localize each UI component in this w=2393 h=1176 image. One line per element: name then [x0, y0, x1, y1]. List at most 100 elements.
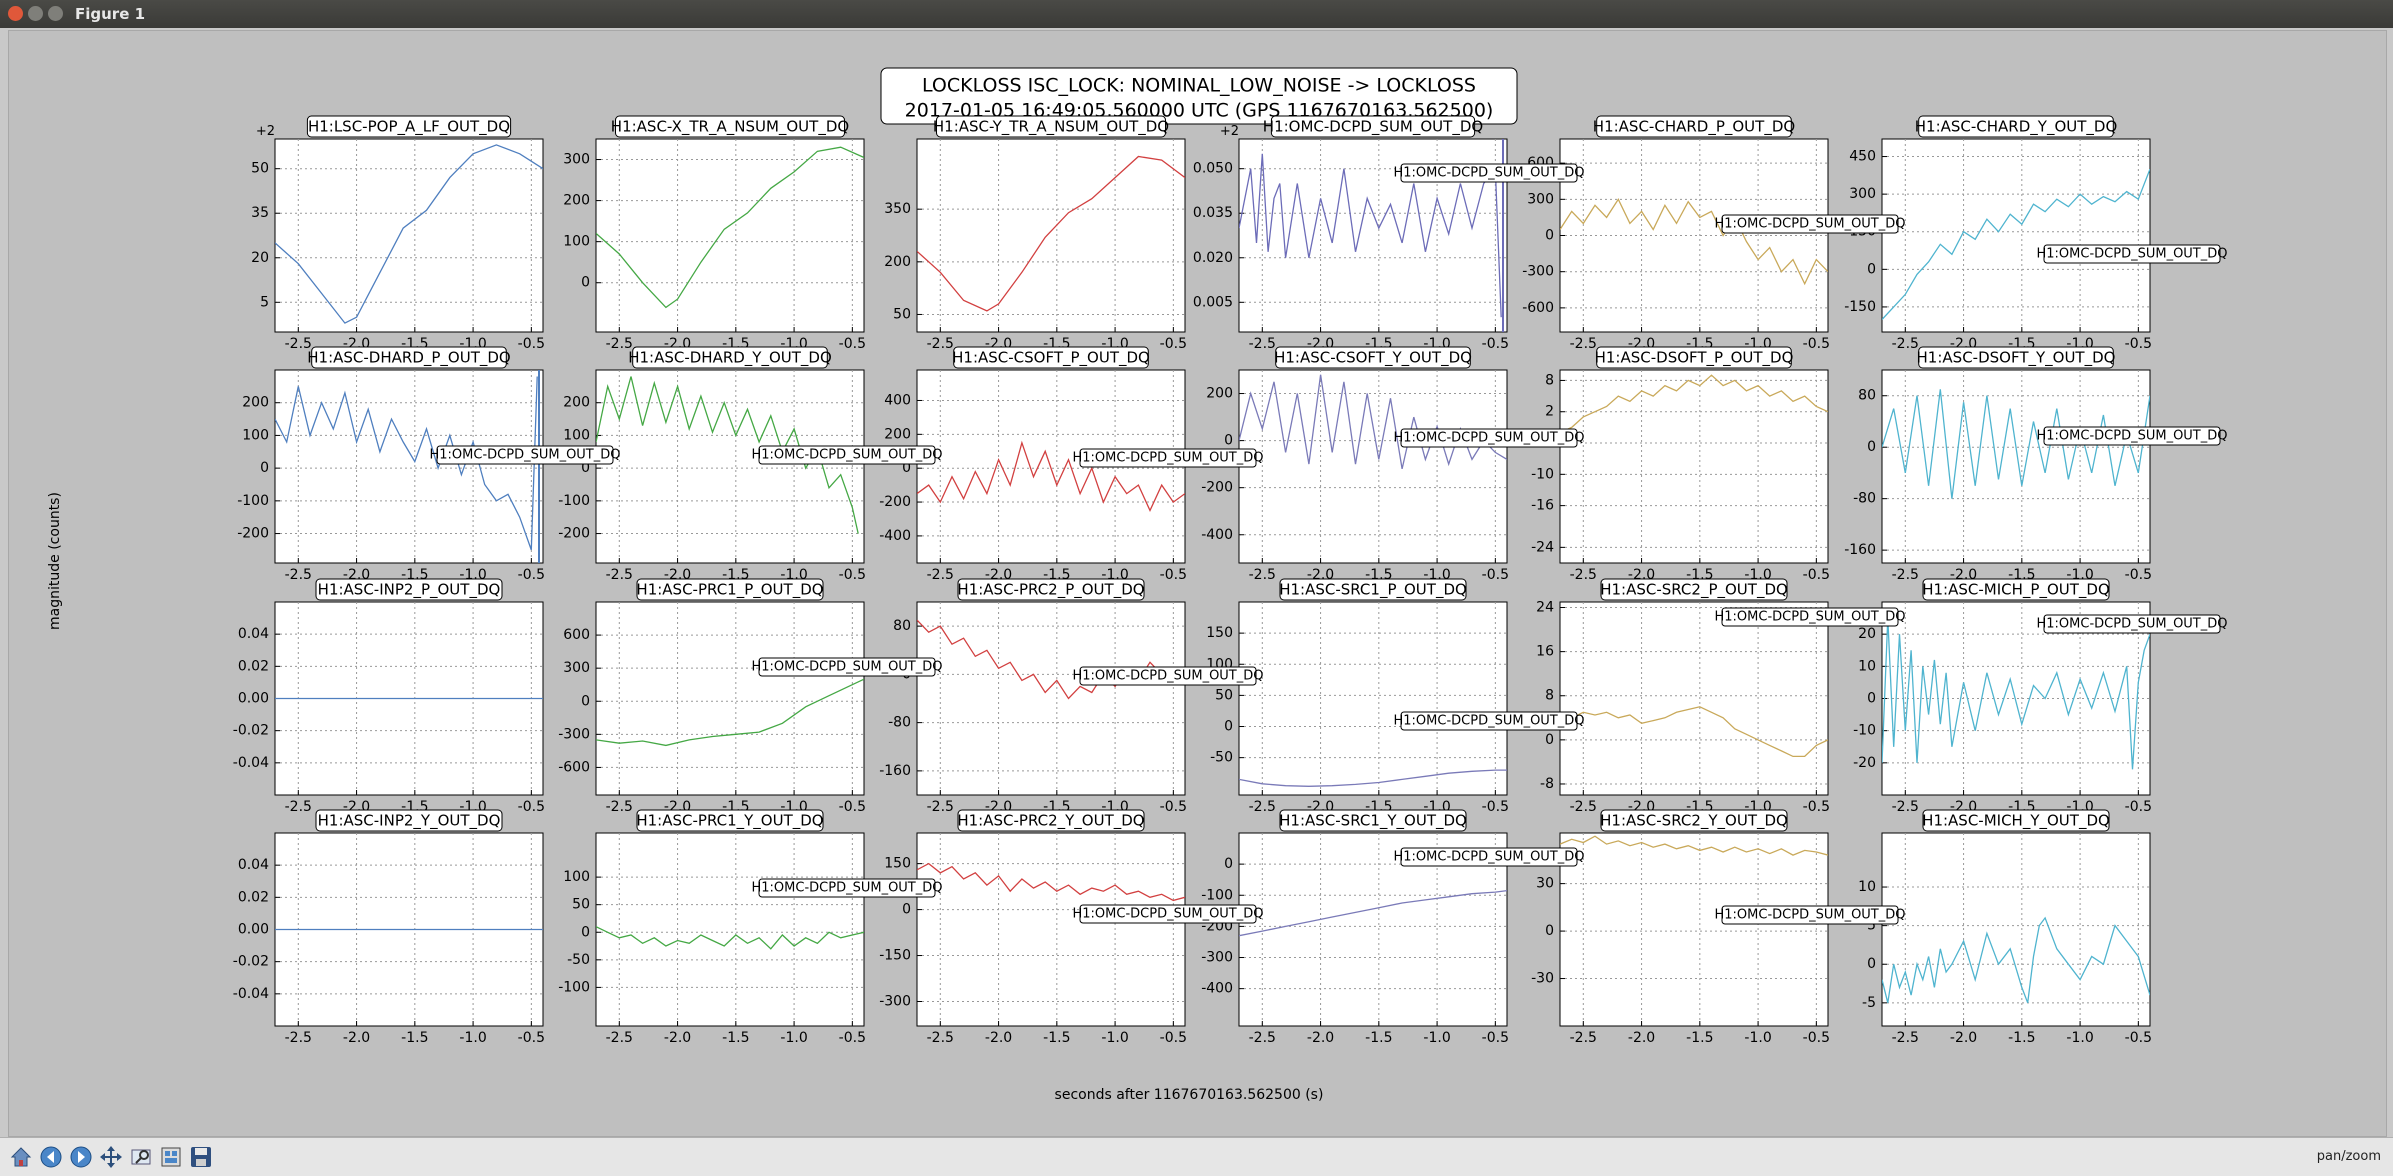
- x-tick-label: -1.5: [1686, 1030, 1713, 1046]
- panel-title: H1:ASC-Y_TR_A_NSUM_OUT_DQ: [933, 118, 1169, 137]
- save-icon[interactable]: [188, 1144, 214, 1170]
- y-tick-label: 50: [1215, 687, 1233, 703]
- y-tick-label: -200: [1201, 480, 1233, 496]
- y-tick-label: 50: [893, 306, 911, 322]
- y-tick-label: 200: [884, 254, 911, 270]
- y-tick-label: 200: [884, 426, 911, 442]
- subplot: -2.5 -2.0 -1.5 -1.0 -0.5800-80-160H1:ASC-DSO…: [1844, 346, 2152, 583]
- axes-background: [1559, 832, 1829, 1027]
- x-tick-label: -0.5: [839, 799, 866, 815]
- y-tick-label: -400: [1201, 981, 1233, 997]
- axes-background: [595, 369, 865, 564]
- y-tick-label: 400: [884, 392, 911, 408]
- panel-title: H1:ASC-PRC1_Y_OUT_DQ: [636, 812, 823, 831]
- y-tick-label: 20: [251, 250, 269, 266]
- x-tick-label: -0.5: [2125, 567, 2152, 583]
- x-tick-label: -0.5: [2125, 336, 2152, 352]
- window-titlebar: Figure 1: [0, 0, 2393, 28]
- forward-icon[interactable]: [68, 1144, 94, 1170]
- y-tick-label: 16: [1536, 644, 1554, 660]
- y-tick-label: 350: [884, 201, 911, 217]
- x-tick-label: -0.5: [518, 1030, 545, 1046]
- x-tick-label: -1.5: [1043, 1030, 1070, 1046]
- y-tick-label: 300: [1849, 186, 1876, 202]
- x-tick-label: -2.5: [1570, 336, 1597, 352]
- series-line: [1560, 706, 1828, 758]
- annotation-label: H1:OMC-DCPD_SUM_OUT_DQ: [430, 448, 621, 463]
- y-tick-label: -100: [237, 493, 269, 509]
- axes-background: [916, 138, 1186, 333]
- annotation-box: [1400, 428, 1578, 448]
- y-tick-label: -50: [567, 952, 590, 968]
- y-tick-label: -80: [1853, 491, 1876, 507]
- annotation-label: H1:OMC-DCPD_SUM_OUT_DQ: [1073, 907, 1264, 922]
- y-tick-label: -50: [1210, 750, 1233, 766]
- panel-title-box: [311, 346, 507, 369]
- y-tick-label: -300: [1201, 950, 1233, 966]
- subplot: -2.5 -2.0 -1.5 -1.0 -0.56003000-300-600H1:AS…: [1522, 115, 1830, 352]
- y-tick-label: 10: [1858, 658, 1876, 674]
- x-tick-label: -1.0: [2066, 1030, 2093, 1046]
- subplots-icon[interactable]: [158, 1144, 184, 1170]
- x-tick-label: -0.5: [1482, 799, 1509, 815]
- home-icon[interactable]: [8, 1144, 34, 1170]
- y-tick-label: 200: [242, 395, 269, 411]
- x-tick-label: -2.5: [1892, 1030, 1919, 1046]
- figure-canvas[interactable]: LOCKLOSS ISC_LOCK: NOMINAL_LOW_NOISE -> …: [8, 30, 2387, 1137]
- series-line: [1560, 835, 1828, 856]
- panel-title-box: [1922, 578, 2110, 601]
- y-tick-label: 200: [1206, 386, 1233, 402]
- panel-title: H1:ASC-CHARD_Y_OUT_DQ: [1915, 118, 2118, 137]
- axes-background: [1238, 601, 1508, 796]
- annotation-box: [758, 878, 936, 898]
- panel-title: H1:ASC-PRC2_P_OUT_DQ: [957, 581, 1144, 600]
- annotation-label: H1:OMC-DCPD_SUM_OUT_DQ: [1073, 669, 1264, 684]
- pan-icon[interactable]: [98, 1144, 124, 1170]
- y-tick-label: 8: [1545, 372, 1554, 388]
- annotation-box: [2043, 426, 2221, 446]
- annotation-box: [1721, 905, 1899, 925]
- x-tick-label: -1.5: [401, 1030, 428, 1046]
- minimize-window-button[interactable]: [28, 6, 43, 21]
- panel-title-box: [957, 809, 1145, 832]
- subplot: -2.5 -2.0 -1.5 -1.0 -0.50-100-200-300-400H1:…: [1201, 809, 1509, 1046]
- series-line: [596, 678, 864, 747]
- y-tick-label: 8: [1545, 688, 1554, 704]
- y-tick-label: 0.035: [1193, 205, 1233, 221]
- y-tick-label: 0: [581, 924, 590, 940]
- y-tick-label: 0.00: [238, 922, 269, 938]
- x-tick-label: -2.5: [606, 567, 633, 583]
- axes-background: [1238, 369, 1508, 564]
- x-tick-label: -2.5: [285, 799, 312, 815]
- x-axis-label: seconds after 1167670163.562500 (s): [1055, 1087, 1324, 1103]
- axes-background: [1559, 601, 1829, 796]
- subplot: -2.5-2.0-1.5-1.0-0.5800-80-160H1:ASC-PRC…: [879, 578, 1187, 815]
- x-tick-label: -2.0: [664, 1030, 691, 1046]
- y-tick-label: 50: [251, 161, 269, 177]
- maximize-window-button[interactable]: [48, 6, 63, 21]
- zoom-icon[interactable]: [128, 1144, 154, 1170]
- x-tick-label: -0.5: [1160, 1030, 1187, 1046]
- series-line: [596, 146, 864, 309]
- close-window-button[interactable]: [8, 6, 23, 21]
- back-icon[interactable]: [38, 1144, 64, 1170]
- y-tick-label: 200: [563, 395, 590, 411]
- y-tick-label: -200: [879, 494, 911, 510]
- panel-title: H1:LSC-POP_A_LF_OUT_DQ: [308, 118, 510, 137]
- y-tick-label: -100: [558, 493, 590, 509]
- y-tick-label: 450: [1849, 149, 1876, 165]
- x-tick-label: -2.5: [1892, 567, 1919, 583]
- panel-title-box: [1600, 809, 1788, 832]
- annotation-box: [1721, 214, 1899, 234]
- window-title: Figure 1: [75, 5, 146, 23]
- y-tick-label: 0.04: [238, 857, 269, 873]
- y-tick-label: -10: [1531, 466, 1554, 482]
- panel-title: H1:ASC-DSOFT_Y_OUT_DQ: [1917, 349, 2116, 368]
- x-tick-label: -1.5: [722, 1030, 749, 1046]
- panel-title-box: [306, 115, 512, 138]
- annotation-label: H1:OMC-DCPD_SUM_OUT_DQ: [1394, 714, 1585, 729]
- y-tick-label: 0.02: [238, 889, 269, 905]
- y-tick-label: 0: [1545, 732, 1554, 748]
- axes-background: [1559, 369, 1829, 564]
